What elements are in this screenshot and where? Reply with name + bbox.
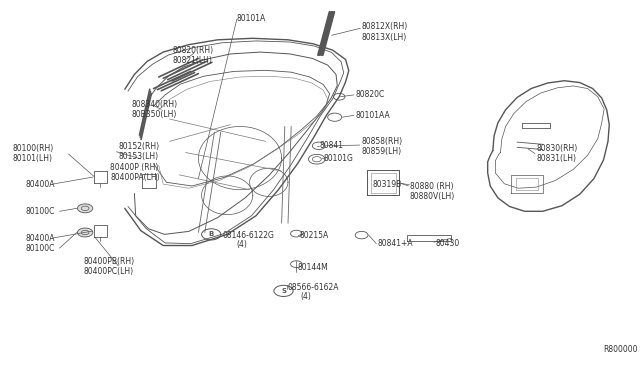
Circle shape [77,204,93,213]
Text: 808340(RH): 808340(RH) [131,100,177,109]
Text: 80101A: 80101A [237,14,266,23]
Text: 80400PB(RH): 80400PB(RH) [83,257,134,266]
Text: 80858(RH): 80858(RH) [362,137,403,146]
Text: 80820(RH): 80820(RH) [173,46,214,55]
Text: 08146-6122G: 08146-6122G [223,231,275,240]
Text: 80812X(RH): 80812X(RH) [362,22,408,31]
Text: 80B350(LH): 80B350(LH) [131,110,177,119]
Text: 80400PC(LH): 80400PC(LH) [83,267,133,276]
Text: 80430: 80430 [435,239,460,248]
Text: 80400A: 80400A [26,180,55,189]
Text: (4): (4) [237,240,248,249]
Text: 80400PA(LH): 80400PA(LH) [110,173,160,182]
Text: (4): (4) [301,292,312,301]
Text: 80400P (RH): 80400P (RH) [110,163,159,172]
Text: 80144M: 80144M [298,263,328,272]
Text: 80319B: 80319B [372,180,402,189]
Text: B: B [209,231,214,237]
Text: 80101(LH): 80101(LH) [13,154,52,163]
Text: 80215A: 80215A [300,231,329,240]
Text: R800000: R800000 [603,345,637,354]
Text: 80813X(LH): 80813X(LH) [362,33,407,42]
Text: 80100C: 80100C [26,207,55,216]
Text: 80101AA: 80101AA [355,111,390,120]
Text: 80100(RH): 80100(RH) [13,144,54,153]
Text: 80152(RH): 80152(RH) [118,142,159,151]
Text: 80101G: 80101G [323,154,353,163]
Text: 80841+A: 80841+A [378,239,413,248]
Text: 80820C: 80820C [355,90,385,99]
Text: S: S [281,288,286,294]
Circle shape [77,228,93,237]
Text: 80153(LH): 80153(LH) [118,153,159,161]
Text: 80821(LH): 80821(LH) [173,56,212,65]
Text: 80859(LH): 80859(LH) [362,147,402,156]
Text: 80880 (RH): 80880 (RH) [410,182,453,190]
Text: 80100C: 80100C [26,244,55,253]
Text: 80830(RH): 80830(RH) [536,144,577,153]
Text: 80841: 80841 [320,141,344,150]
Text: 08566-6162A: 08566-6162A [288,283,339,292]
Text: 80880V(LH): 80880V(LH) [410,192,455,201]
Text: 80831(LH): 80831(LH) [536,154,576,163]
Text: 80400A: 80400A [26,234,55,243]
